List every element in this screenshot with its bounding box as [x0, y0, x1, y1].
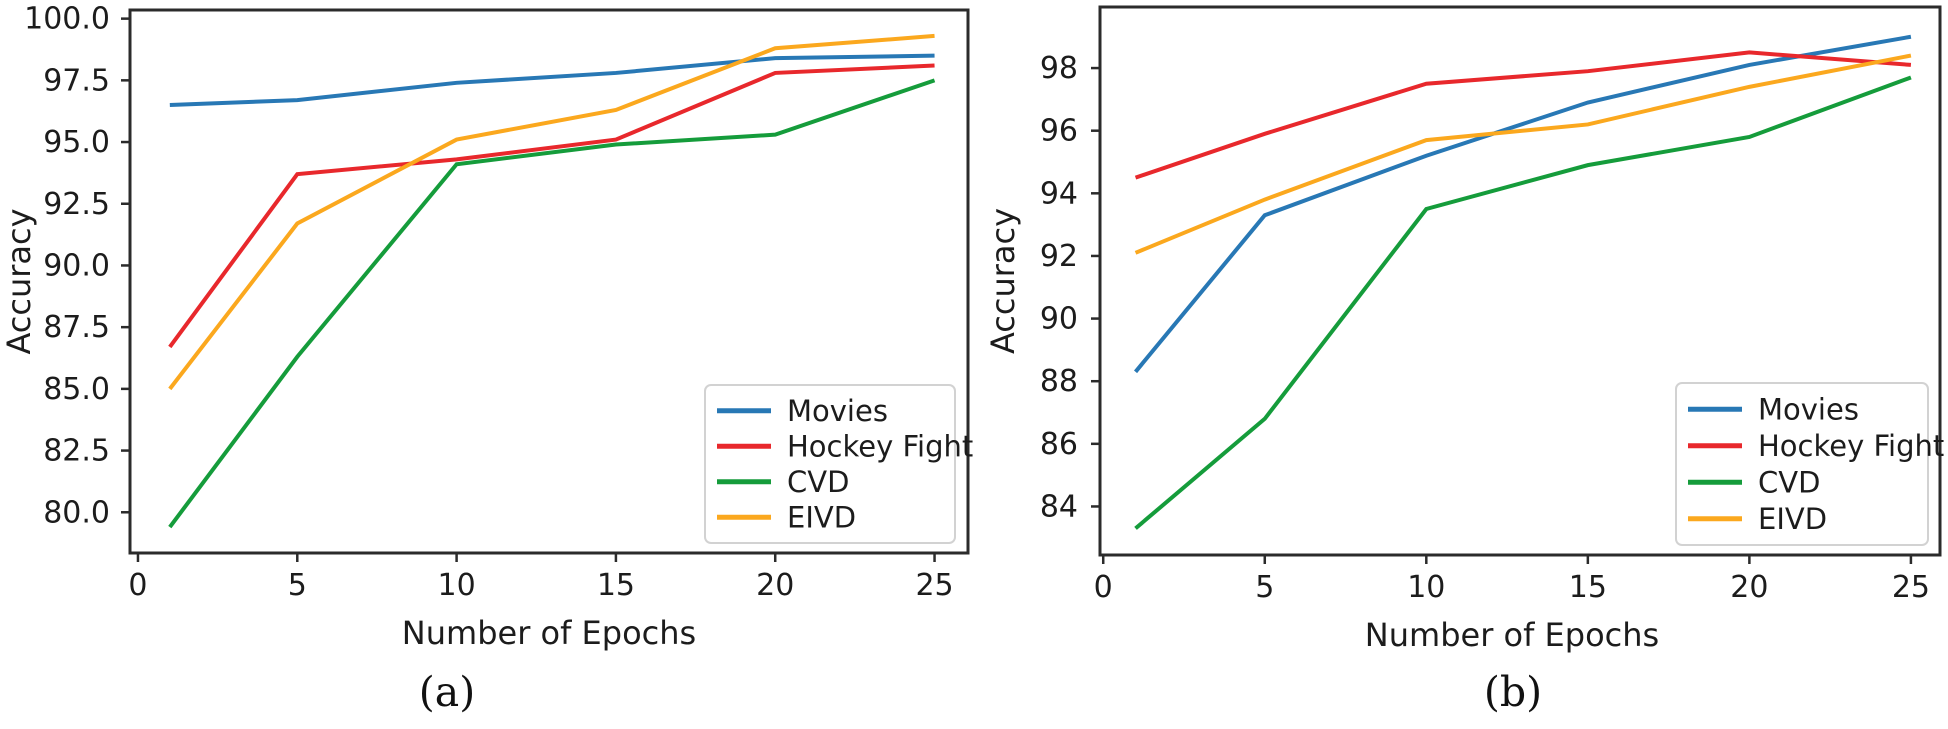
- x-axis-label: Number of Epochs: [1365, 616, 1659, 654]
- y-tick-label: 90: [1040, 302, 1078, 337]
- legend-label-movies: Movies: [1758, 392, 1859, 426]
- x-tick-label: 20: [1730, 570, 1768, 605]
- legend-label-hockey-fight: Hockey Fight: [787, 429, 973, 463]
- series-line-cvd: [1134, 75, 1912, 530]
- legend-label-eivd: EIVD: [787, 500, 856, 534]
- x-tick-label: 10: [1407, 570, 1445, 605]
- line-chart-a: 0 5 10 15 20 25 100.0 97.5 95.0 92.5 90.0 87.5 85.0 8…: [0, 2, 973, 652]
- x-tick-label: 25: [1892, 570, 1930, 605]
- legend-label-movies: Movies: [787, 394, 888, 428]
- plot-frame: [128, 8, 970, 555]
- legend-label-cvd: CVD: [787, 465, 849, 499]
- y-tick-label: 88: [1040, 364, 1078, 399]
- caption-a: (a): [418, 668, 476, 716]
- series-line-hockey-fight: [1134, 50, 1912, 180]
- legend-label-hockey-fight: Hockey Fight: [1758, 429, 1944, 463]
- y-tick-label: 86: [1040, 427, 1078, 462]
- series-line-cvd: [168, 78, 936, 529]
- series-line-movies: [169, 53, 935, 108]
- y-tick-label: 80.0: [43, 495, 110, 530]
- x-tick-label: 15: [597, 568, 635, 603]
- plot-frame: [1098, 5, 1942, 557]
- x-axis-label: Number of Epochs: [402, 614, 696, 652]
- y-tick-label: 97.5: [43, 63, 110, 98]
- x-tick-label: 0: [1094, 570, 1113, 605]
- y-axis-label: Accuracy: [990, 208, 1022, 354]
- x-tick-label: 5: [288, 568, 307, 603]
- series-line-movies: [1133, 34, 1912, 374]
- y-tick-label: 95.0: [43, 125, 110, 160]
- y-tick-label: 85.0: [43, 372, 110, 407]
- x-tick-label: 25: [915, 568, 953, 603]
- y-tick-label: 84: [1040, 489, 1078, 524]
- y-tick-label: 92.5: [43, 187, 110, 222]
- x-tick-label: 5: [1255, 570, 1274, 605]
- y-tick-label: 92: [1040, 239, 1078, 274]
- legend-label-eivd: EIVD: [1758, 502, 1827, 536]
- y-tick-label: 87.5: [43, 310, 110, 345]
- x-tick-label: 20: [756, 568, 794, 603]
- series-line-eivd: [1134, 53, 1912, 255]
- y-tick-label: 100.0: [24, 2, 110, 37]
- series-line-eivd: [168, 33, 935, 391]
- y-tick-label: 90.0: [43, 248, 110, 283]
- legend-box: [704, 384, 956, 544]
- x-tick-label: 0: [128, 568, 147, 603]
- y-tick-label: 82.5: [43, 434, 110, 469]
- x-tick-label: 15: [1569, 570, 1607, 605]
- y-tick-label: 98: [1040, 51, 1078, 86]
- x-tick-label: 10: [438, 568, 476, 603]
- legend-label-cvd: CVD: [1758, 465, 1820, 499]
- legend-box: [1675, 382, 1929, 546]
- line-chart-b: 0 5 10 15 20 25 98 96 94 92 90 88 86 84 Number of Epoc…: [990, 5, 1944, 654]
- y-tick-label: 94: [1040, 176, 1078, 211]
- y-axis-label: Accuracy: [0, 208, 38, 354]
- series-line-hockey-fight: [168, 63, 935, 349]
- y-tick-label: 96: [1040, 114, 1078, 149]
- caption-b: (b): [1483, 668, 1543, 716]
